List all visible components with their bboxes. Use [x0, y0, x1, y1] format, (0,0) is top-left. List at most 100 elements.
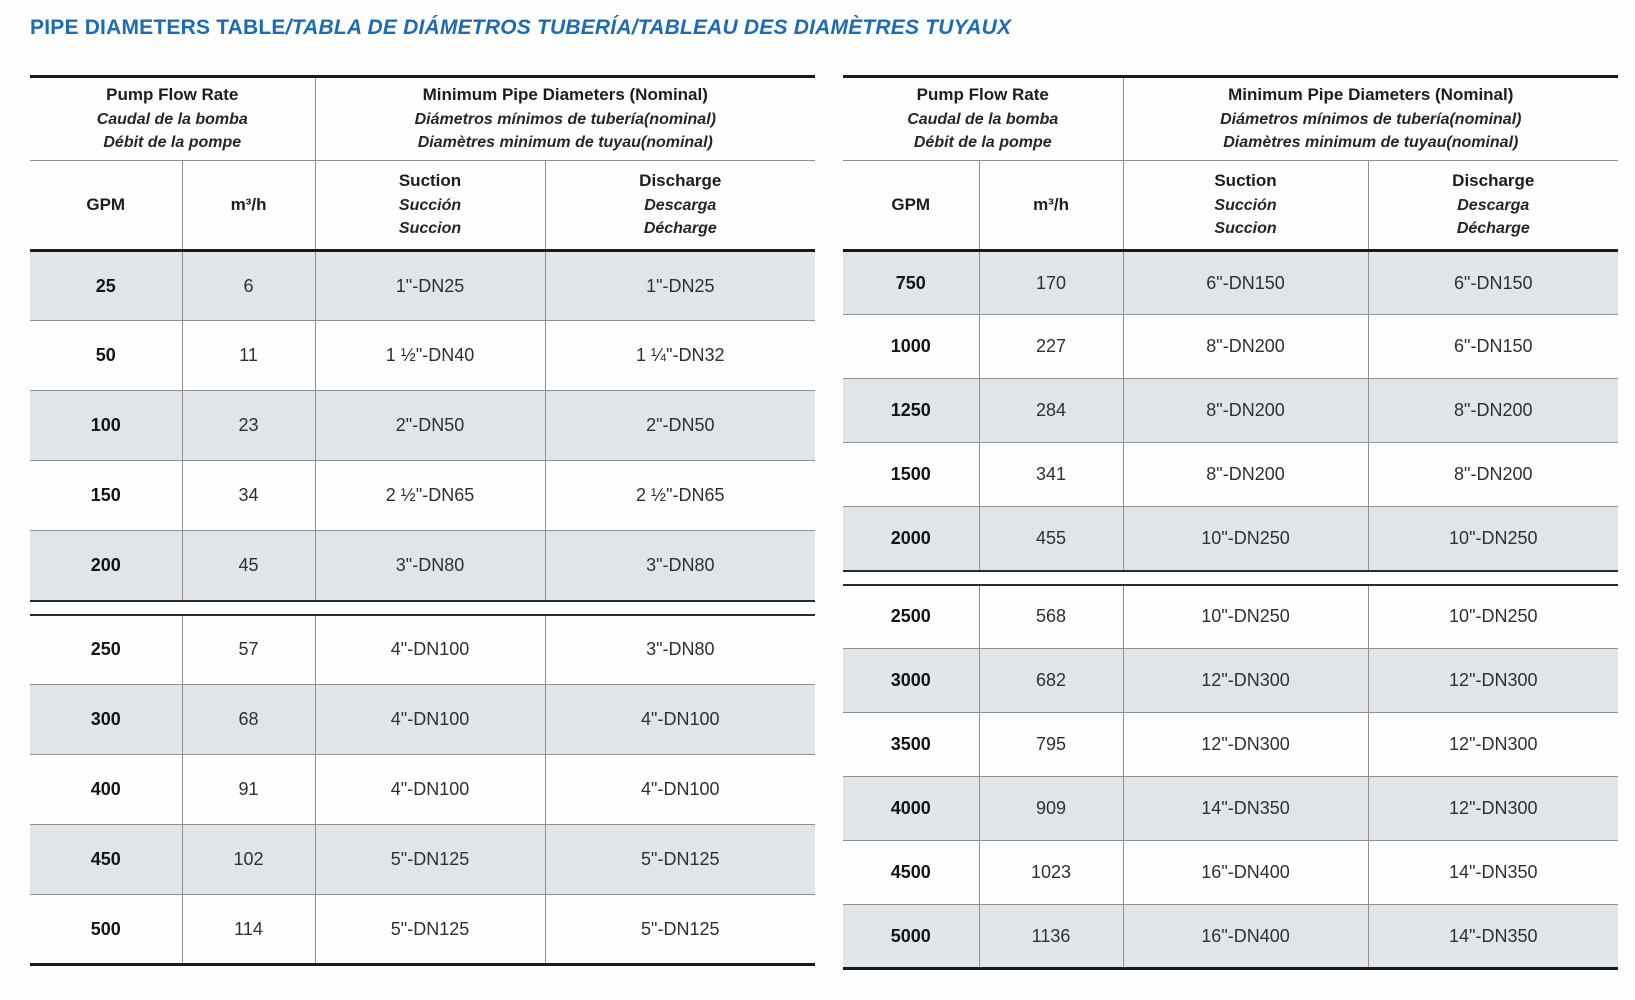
cell-discharge: 2"-DN50: [544, 390, 816, 461]
cell-gpm: 25: [30, 250, 182, 321]
cell-gpm: 2500: [843, 584, 979, 649]
min-pipe-diameters-en: Minimum Pipe Diameters (Nominal): [422, 85, 708, 105]
table-row: 1000 227 8"-DN200 6"-DN150: [843, 314, 1619, 379]
pump-flow-rate-header: Pump Flow Rate Caudal de la bomba Débit …: [843, 75, 1124, 161]
gpm-column-header: GPM: [843, 160, 979, 252]
pump-flow-rate-en: Pump Flow Rate: [916, 85, 1049, 105]
cell-discharge: 5"-DN125: [544, 894, 816, 966]
suction-fr: Succion: [1214, 220, 1277, 238]
cell-gpm: 1000: [843, 314, 979, 379]
cell-discharge: 1"-DN25: [544, 250, 816, 321]
cell-discharge: 5"-DN125: [544, 824, 816, 895]
cell-m3h: 568: [978, 584, 1124, 649]
cell-suction: 12"-DN300: [1122, 712, 1369, 777]
cell-suction: 4"-DN100: [314, 754, 546, 825]
section-gap: [30, 600, 816, 616]
table-row: 25 6 1"-DN25 1"-DN25: [30, 250, 816, 321]
cell-gpm: 100: [30, 390, 182, 461]
cell-gpm: 1500: [843, 442, 979, 507]
suction-en: Suction: [398, 171, 462, 191]
cell-suction: 2"-DN50: [314, 390, 546, 461]
table-row: 150 34 2 ½"-DN65 2 ½"-DN65: [30, 460, 816, 531]
table-row: 2000 455 10"-DN250 10"-DN250: [843, 506, 1619, 572]
discharge-column-header: Discharge Descarga Décharge: [1367, 160, 1619, 252]
table-row: 1250 284 8"-DN200 8"-DN200: [843, 378, 1619, 443]
cell-m3h: 68: [181, 684, 316, 755]
discharge-en: Discharge: [1452, 171, 1535, 191]
cell-suction: 16"-DN400: [1122, 904, 1369, 970]
cell-m3h: 114: [181, 894, 316, 966]
cell-suction: 5"-DN125: [314, 894, 546, 966]
suction-column-header: Suction Succión Succion: [314, 160, 546, 252]
table-row: 5000 1136 16"-DN400 14"-DN350: [843, 904, 1619, 970]
min-pipe-diameters-es: Diámetros mínimos de tubería(nominal): [414, 111, 716, 129]
min-pipe-diameters-es: Diámetros mínimos de tubería(nominal): [1220, 111, 1522, 129]
gpm-column-header: GPM: [30, 160, 182, 252]
cell-m3h: 45: [181, 530, 316, 602]
cell-m3h: 1136: [978, 904, 1124, 970]
group-header-row: Pump Flow Rate Caudal de la bomba Débit …: [843, 75, 1619, 161]
pipe-table-right: Pump Flow Rate Caudal de la bomba Débit …: [843, 75, 1619, 970]
table-row: 3500 795 12"-DN300 12"-DN300: [843, 712, 1619, 777]
cell-discharge: 1 ¼"-DN32: [544, 320, 816, 391]
cell-m3h: 909: [978, 776, 1124, 841]
cell-m3h: 227: [978, 314, 1124, 379]
cell-suction: 1 ½"-DN40: [314, 320, 546, 391]
m3h-label: m³/h: [230, 194, 267, 214]
cell-discharge: 12"-DN300: [1367, 712, 1619, 777]
discharge-es: Descarga: [1457, 197, 1530, 215]
suction-fr: Succion: [398, 220, 462, 238]
min-pipe-diameters-header: Minimum Pipe Diameters (Nominal) Diámetr…: [314, 75, 816, 161]
cell-m3h: 6: [181, 250, 316, 321]
table-row: 250 57 4"-DN100 3"-DN80: [30, 614, 816, 685]
table-row: 500 114 5"-DN125 5"-DN125: [30, 894, 816, 966]
cell-gpm: 450: [30, 824, 182, 895]
cell-discharge: 10"-DN250: [1367, 506, 1619, 572]
cell-m3h: 284: [978, 378, 1124, 443]
page-title: PIPE DIAMETERS TABLE/TABLA DE DIÁMETROS …: [30, 16, 1011, 40]
cell-gpm: 1250: [843, 378, 979, 443]
min-pipe-diameters-fr: Diamètres minimum de tuyau(nominal): [417, 134, 713, 152]
suction-es: Succión: [398, 197, 462, 215]
cell-discharge: 12"-DN300: [1367, 648, 1619, 713]
cell-m3h: 23: [181, 390, 316, 461]
section-gap: [843, 570, 1619, 586]
cell-gpm: 150: [30, 460, 182, 531]
cell-suction: 8"-DN200: [1122, 314, 1369, 379]
table-row: 50 11 1 ½"-DN40 1 ¼"-DN32: [30, 320, 816, 391]
discharge-fr: Décharge: [643, 220, 717, 238]
pump-flow-rate-header: Pump Flow Rate Caudal de la bomba Débit …: [30, 75, 316, 161]
cell-m3h: 170: [978, 250, 1124, 315]
table-row: 1500 341 8"-DN200 8"-DN200: [843, 442, 1619, 507]
cell-discharge: 14"-DN350: [1367, 840, 1619, 905]
table-row: 2500 568 10"-DN250 10"-DN250: [843, 584, 1619, 649]
cell-suction: 12"-DN300: [1122, 648, 1369, 713]
cell-gpm: 500: [30, 894, 182, 966]
cell-gpm: 4500: [843, 840, 979, 905]
min-pipe-diameters-en: Minimum Pipe Diameters (Nominal): [1228, 85, 1514, 105]
table-row: 200 45 3"-DN80 3"-DN80: [30, 530, 816, 602]
cell-discharge: 10"-DN250: [1367, 584, 1619, 649]
cell-discharge: 14"-DN350: [1367, 904, 1619, 970]
cell-discharge: 6"-DN150: [1367, 250, 1619, 315]
column-header-row: GPM m³/h Suction Succión Succion Dischar…: [30, 160, 816, 252]
cell-gpm: 400: [30, 754, 182, 825]
gpm-label: GPM: [86, 194, 126, 214]
cell-m3h: 11: [181, 320, 316, 391]
cell-suction: 2 ½"-DN65: [314, 460, 546, 531]
cell-suction: 8"-DN200: [1122, 378, 1369, 443]
gpm-label: GPM: [891, 194, 931, 214]
pipe-table-left: Pump Flow Rate Caudal de la bomba Débit …: [30, 75, 816, 966]
m3h-label: m³/h: [1033, 194, 1069, 214]
column-header-row: GPM m³/h Suction Succión Succion Dischar…: [843, 160, 1619, 252]
cell-suction: 6"-DN150: [1122, 250, 1369, 315]
pump-flow-rate-en: Pump Flow Rate: [106, 85, 239, 105]
pump-flow-rate-fr: Débit de la pompe: [913, 134, 1052, 152]
cell-suction: 4"-DN100: [314, 684, 546, 755]
cell-gpm: 2000: [843, 506, 979, 572]
table-row: 100 23 2"-DN50 2"-DN50: [30, 390, 816, 461]
cell-discharge: 8"-DN200: [1367, 442, 1619, 507]
cell-suction: 14"-DN350: [1122, 776, 1369, 841]
table-row: 3000 682 12"-DN300 12"-DN300: [843, 648, 1619, 713]
cell-discharge: 6"-DN150: [1367, 314, 1619, 379]
